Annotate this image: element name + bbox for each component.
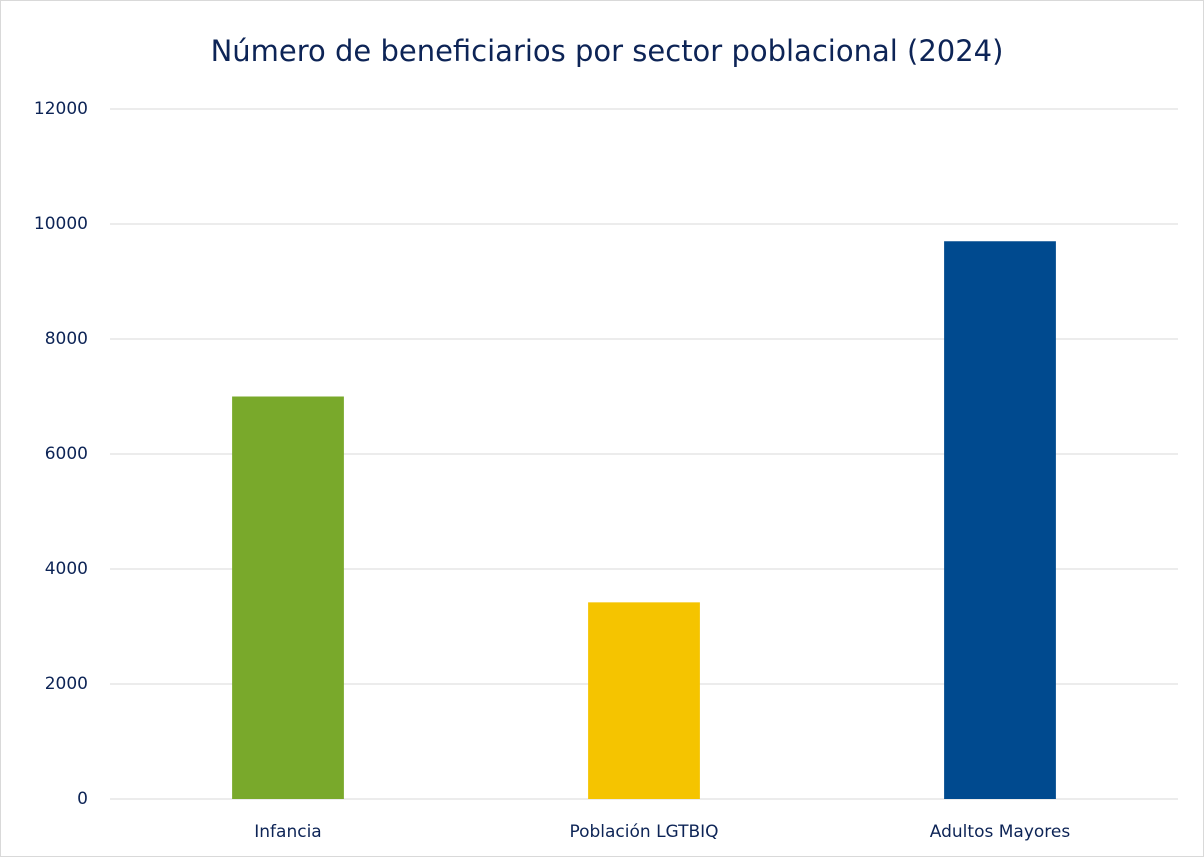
chart-title: Número de beneficiarios por sector pobla… bbox=[211, 34, 1004, 68]
y-tick-label: 12000 bbox=[34, 99, 88, 119]
y-tick-label: 4000 bbox=[45, 559, 88, 579]
x-tick-label: Infancia bbox=[254, 822, 321, 842]
bar bbox=[944, 241, 1056, 799]
y-tick-label: 2000 bbox=[45, 674, 88, 694]
bar bbox=[588, 602, 700, 799]
y-tick-label: 0 bbox=[77, 789, 88, 809]
y-tick-label: 8000 bbox=[45, 329, 88, 349]
y-tick-label: 6000 bbox=[45, 444, 88, 464]
bar bbox=[232, 396, 344, 799]
x-tick-label: Población LGTBIQ bbox=[569, 822, 718, 842]
x-tick-label: Adultos Mayores bbox=[930, 822, 1071, 842]
y-tick-label: 10000 bbox=[34, 214, 88, 234]
